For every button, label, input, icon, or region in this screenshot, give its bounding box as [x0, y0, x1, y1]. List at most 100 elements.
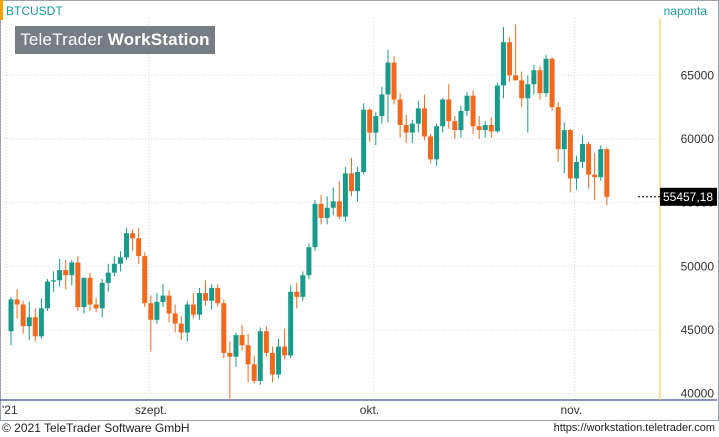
candle-body — [409, 123, 415, 133]
candle-body — [288, 291, 294, 356]
candle-body — [245, 345, 251, 365]
candle-body — [142, 256, 148, 304]
candle-body — [227, 352, 233, 357]
candle-body — [81, 277, 87, 308]
last-price-tag — [660, 187, 717, 206]
copyright-text: © 2021 TeleTrader Software GmbH — [2, 421, 190, 435]
candle-body — [355, 172, 361, 192]
candle-body — [361, 109, 367, 173]
candle-body — [8, 299, 14, 332]
y-tick-label: 60000 — [681, 132, 715, 146]
candle-body — [464, 95, 470, 111]
candle-body — [458, 110, 464, 131]
candle-body — [507, 42, 513, 76]
candle-body — [124, 233, 130, 258]
candle-body — [379, 94, 385, 117]
x-tick-label: '21 — [2, 403, 18, 417]
candle-body — [282, 346, 288, 356]
candle-body — [117, 257, 123, 264]
candle-body — [397, 99, 403, 125]
candle-body — [318, 203, 324, 218]
candle-body — [221, 303, 227, 353]
footer-url-link[interactable]: https://workstation.teletrader.com — [553, 422, 715, 434]
candle-body — [63, 270, 69, 276]
x-tick-label: okt. — [360, 403, 379, 417]
candle-body — [415, 108, 421, 124]
candle-body — [598, 149, 604, 178]
candle-body — [348, 173, 354, 192]
candle-body — [294, 291, 300, 297]
candle-body — [32, 317, 38, 337]
candle-body — [300, 275, 306, 297]
candle-body — [476, 126, 482, 131]
candle-body — [154, 301, 160, 320]
candle-body — [87, 277, 93, 305]
candle-body — [196, 293, 202, 315]
candle-body — [421, 108, 427, 137]
candle-body — [215, 287, 221, 304]
candles — [8, 24, 610, 399]
x-tick-label: nov. — [560, 403, 582, 417]
candle-body — [500, 42, 506, 86]
candle-body — [203, 293, 209, 301]
candle-body — [26, 317, 32, 327]
candle-body — [44, 281, 50, 309]
candle-body — [549, 58, 555, 108]
brand-part1: TeleTrader — [20, 30, 108, 49]
candle-body — [385, 62, 391, 95]
candle-body — [69, 262, 75, 276]
candle-body — [434, 126, 440, 160]
candle-body — [57, 270, 63, 281]
candle-body — [580, 144, 586, 162]
y-tick-label: 50000 — [681, 259, 715, 273]
axes: 400004500050000550006000065000'21szept.o… — [0, 18, 717, 417]
candle-body — [130, 233, 136, 239]
candle-body — [367, 109, 373, 133]
candle-body — [537, 70, 543, 94]
candle-body — [336, 201, 342, 217]
candle-body — [111, 263, 117, 273]
symbol-label[interactable]: BTCUSDT — [6, 4, 63, 18]
candle-body — [312, 203, 318, 248]
candle-body — [494, 85, 500, 132]
candle-body — [482, 124, 488, 131]
y-tick-label: 45000 — [681, 323, 715, 337]
y-tick-label: 65000 — [681, 68, 715, 82]
x-tick-label: szept. — [135, 403, 167, 417]
candle-body — [561, 130, 567, 150]
candle-body — [555, 107, 561, 150]
candle-body — [488, 124, 494, 132]
candle-body — [525, 84, 531, 99]
candle-body — [452, 121, 458, 131]
candle-body — [373, 116, 379, 133]
candle-body — [99, 282, 105, 309]
candle-body — [604, 149, 610, 197]
candle-body — [38, 308, 44, 337]
candle-body — [324, 207, 330, 218]
candle-body — [257, 331, 263, 381]
candle-body — [51, 280, 57, 282]
interval-label[interactable]: naponta — [663, 4, 707, 18]
candle-body — [513, 75, 519, 81]
candle-body — [269, 352, 275, 375]
candle-body — [428, 136, 434, 160]
brand-watermark: TeleTrader WorkStation — [15, 26, 215, 54]
candle-body — [190, 304, 196, 315]
candle-body — [14, 299, 20, 305]
candle-body — [209, 287, 215, 301]
candle-body — [263, 331, 269, 353]
candle-body — [166, 295, 172, 314]
gridlines — [4, 18, 660, 400]
header-accent-bar — [0, 0, 3, 20]
candle-body — [136, 238, 142, 257]
candle-body — [178, 323, 184, 333]
candle-body — [586, 144, 592, 175]
candle-body — [391, 62, 397, 100]
candle-body — [160, 295, 166, 302]
candle-body — [519, 80, 525, 99]
candle-body — [233, 335, 239, 357]
candle-body — [93, 304, 99, 309]
candle-body — [543, 58, 549, 94]
candle-body — [470, 95, 476, 127]
